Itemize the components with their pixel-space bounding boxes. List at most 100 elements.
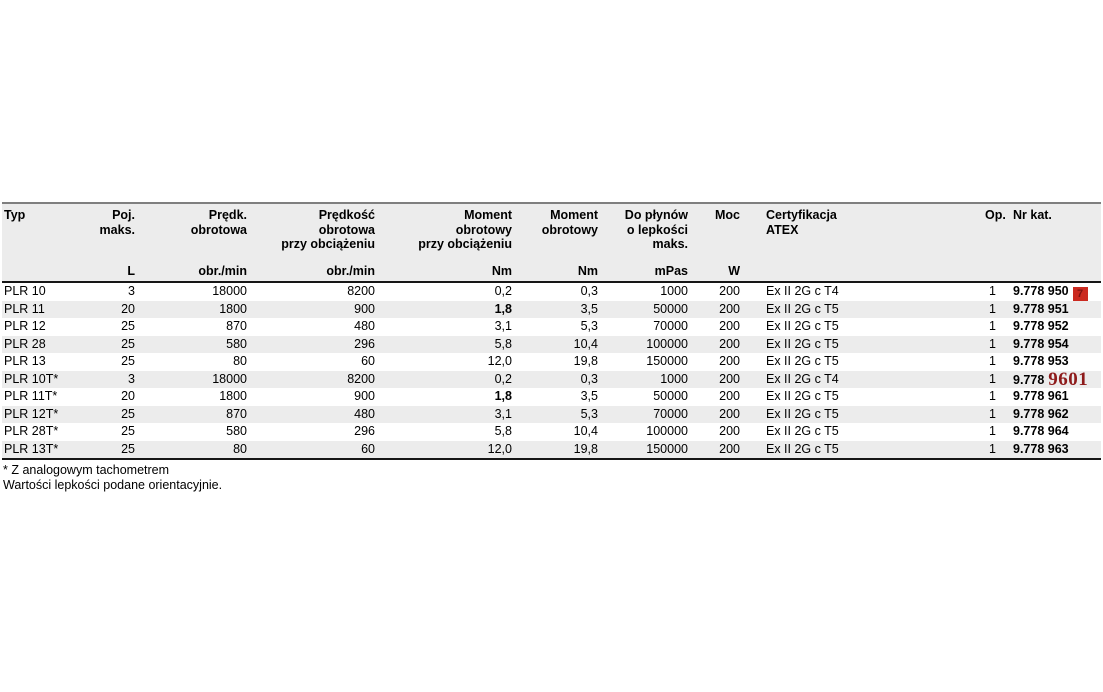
table-row-plr-12t: PLR 12T* 25 870 480 3,1 5,3 70000 200 Ex II 2G c… [2,405,1101,423]
column-header-poj: Poj. maks. L [64,204,137,281]
cell-nrkat: 9.778 952 [1013,319,1069,333]
cell-moc: 200 [719,389,740,403]
cell-atex: Ex II 2G c T4 [766,371,839,386]
cell-moment_obc: 1,8 [494,301,512,316]
cell-predk_obc: 296 [354,424,375,438]
cell-predk_obc: 900 [354,301,375,316]
column-unit: Nm [491,264,512,278]
red-correction-text: 9601 [1048,368,1089,390]
column-header-predk_obc: Prędkość obrotowa przy obciążeniu obr./min [249,204,377,281]
column-label: Certyfikacja ATEX [766,208,837,237]
column-label: Nr kat. [1013,208,1052,222]
cell-moc: 200 [719,319,740,333]
cell-nrkat: 9.778 963 [1013,441,1069,456]
cell-poj: 25 [121,354,135,368]
column-label: Moc [715,208,740,222]
cell-atex: Ex II 2G c T5 [766,441,839,456]
column-unit: W [728,264,740,278]
cell-predk: 1800 [219,389,247,403]
cell-lepkosc: 1000 [660,284,688,298]
cell-op: 1 [989,441,996,456]
cell-moc: 200 [719,424,740,438]
cell-moment_obc: 5,8 [494,336,512,351]
footnotes: * Z analogowym tachometrem Wartości lepk… [3,463,222,492]
footnote-tachometer: * Z analogowym tachometrem [3,463,170,477]
cell-moment_obc: 5,8 [494,424,512,438]
cell-typ: PLR 12 [4,319,46,333]
cell-lepkosc: 50000 [653,301,688,316]
cell-moment: 5,3 [580,319,598,333]
cell-typ: PLR 12T* [4,406,59,421]
cell-moment: 10,4 [573,336,598,351]
cell-moc: 200 [719,441,740,456]
table-body: PLR 10 3 18000 8200 0,2 0,3 1000 200 Ex II 2G c … [2,283,1101,460]
column-header-nrkat: Nr kat. [1005,204,1101,281]
cell-lepkosc: 150000 [646,441,688,456]
cell-nrkat: 9.778 950 7 [1005,283,1101,301]
footnote-viscosity: Wartości lepkości podane orientacyjnie. [3,477,223,492]
table-row-plr-10t: PLR 10T* 3 18000 8200 0,2 0,3 1000 200 Ex II 2G … [2,368,1101,390]
column-unit: obr./min [198,264,247,278]
cell-atex: Ex II 2G c T5 [766,301,839,316]
cell-typ: PLR 13T* [4,441,59,456]
cell-moc: 200 [719,336,740,351]
cell-predk_obc: 8200 [347,371,375,386]
cell-poj: 25 [121,406,135,421]
cell-predk: 80 [233,354,247,368]
product-spec-table: Typ Poj. maks. L Prędk. obrotowa obr./min Prędk… [2,202,1101,460]
table-row-plr-13: PLR 13 25 80 60 12,0 19,8 150000 200 Ex II 2G c … [2,353,1101,371]
column-header-moc: Moc W [690,204,742,281]
column-header-moment: Moment obrotowy Nm [514,204,600,281]
cell-moment: 5,3 [580,406,598,421]
cell-poj: 3 [128,371,135,386]
cell-moment: 3,5 [580,389,598,403]
cell-op: 1 [989,336,996,351]
cell-lepkosc: 150000 [646,354,688,368]
cell-op: 1 [989,284,996,298]
cell-poj: 25 [121,424,135,438]
cell-poj: 25 [121,441,135,456]
cell-atex: Ex II 2G c T5 [766,406,839,421]
column-label: Typ [4,208,26,222]
cell-atex: Ex II 2G c T5 [766,424,839,438]
column-header-lepkosc: Do płynów o lepkości maks. mPas [600,204,690,281]
column-header-op: Op. [985,204,1006,281]
cell-nrkat: 9.778 961 [1013,389,1069,403]
cell-predk: 18000 [212,284,247,298]
cell-predk_obc: 8200 [347,284,375,298]
cell-lepkosc: 70000 [653,319,688,333]
table-row-plr-11: PLR 11 20 1800 900 1,8 3,5 50000 200 Ex II 2G c … [2,300,1101,318]
cell-poj: 3 [128,284,135,298]
column-label: Op. [985,208,1006,222]
cell-lepkosc: 100000 [646,336,688,351]
cell-predk_obc: 296 [354,336,375,351]
cell-typ: PLR 10 [4,284,46,298]
cell-predk_obc: 480 [354,406,375,421]
cell-moc: 200 [719,354,740,368]
cell-moment_obc: 3,1 [494,319,512,333]
cell-nrkat: 9.778 964 [1013,424,1069,438]
cell-predk_obc: 480 [354,319,375,333]
table-header-row: Typ Poj. maks. L Prędk. obrotowa obr./min Prędk… [2,204,1101,283]
cell-poj: 25 [121,336,135,351]
table-row-plr-28: PLR 28 25 580 296 5,8 10,4 100000 200 Ex II 2G c… [2,335,1101,353]
cell-predk: 80 [233,441,247,456]
column-unit: mPas [654,264,688,278]
table-row-plr-10: PLR 10 3 18000 8200 0,2 0,3 1000 200 Ex II 2G c … [2,283,1101,301]
table-row-plr-12: PLR 12 25 870 480 3,1 5,3 70000 200 Ex II 2G c T… [2,318,1101,336]
column-header-typ: Typ [2,204,64,281]
cell-op: 1 [989,371,996,386]
cell-op: 1 [989,424,996,438]
cell-typ: PLR 28T* [4,424,59,438]
cell-atex: Ex II 2G c T5 [766,354,839,368]
cell-op: 1 [989,301,996,316]
cell-moment: 19,8 [573,441,598,456]
cell-typ: PLR 11T* [4,389,58,403]
cell-typ: PLR 13 [4,354,46,368]
column-header-moment_obc: Moment obrotowy przy obciążeniu Nm [377,204,514,281]
cell-predk: 18000 [212,371,247,386]
cell-lepkosc: 1000 [660,371,688,386]
column-label: Poj. maks. [99,208,135,237]
cell-moment_obc: 12,0 [487,441,512,456]
